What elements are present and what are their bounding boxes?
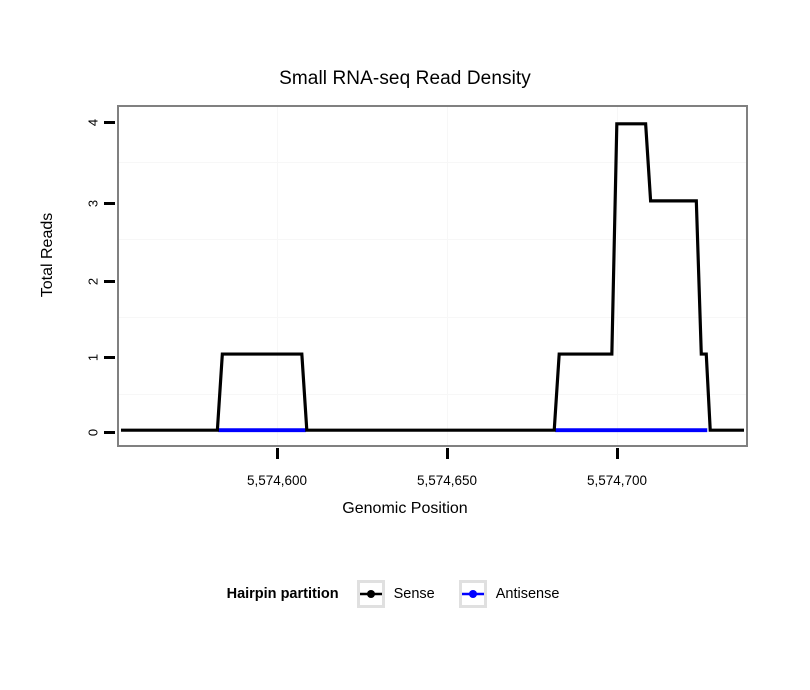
gridline-x-5574700	[617, 107, 618, 445]
gridline-y-3.5	[119, 162, 746, 163]
chart-title: Small RNA-seq Read Density	[279, 68, 531, 89]
y-tick-mark-2	[104, 280, 115, 283]
legend-key-antisense	[458, 580, 487, 608]
gridline-y-1.5	[119, 317, 746, 318]
x-tick-mark-5574700	[616, 448, 619, 459]
series-layer	[120, 122, 745, 433]
y-tick-mark-3	[104, 202, 115, 205]
gridline-y-0.5	[119, 394, 746, 395]
legend-key-sense	[356, 580, 385, 608]
y-tick-label-3: 3	[85, 199, 101, 208]
y-tick-mark-1	[104, 356, 115, 359]
y-axis-title: Total Reads	[39, 212, 56, 298]
legend-label-antisense: Antisense	[495, 586, 560, 602]
legend-item-sense[interactable]: Sense	[356, 580, 445, 608]
chart-legend: Hairpin partition Sense Antisense	[0, 580, 810, 608]
x-tick-label-5574650: 5,574,650	[416, 473, 478, 488]
gridline-x-5574600	[277, 107, 278, 445]
x-tick-label-5574600: 5,574,600	[246, 473, 308, 488]
gridline-y-2.5	[119, 239, 746, 240]
y-tick-mark-4	[104, 121, 115, 124]
plot-panel	[117, 105, 748, 447]
x-tick-mark-5574650	[446, 448, 449, 459]
x-axis-title: Genomic Position	[342, 500, 468, 517]
y-tick-label-1: 1	[85, 353, 101, 362]
line-point-icon	[359, 590, 382, 598]
legend-label-sense: Sense	[393, 586, 435, 602]
legend-item-antisense[interactable]: Antisense	[458, 580, 570, 608]
plot-area	[119, 107, 746, 445]
legend-title: Hairpin partition	[226, 586, 339, 602]
x-tick-mark-5574600	[276, 448, 279, 459]
y-tick-mark-0	[104, 431, 115, 434]
y-tick-label-2: 2	[85, 277, 101, 286]
y-tick-label-4: 4	[85, 118, 101, 127]
line-point-icon	[461, 590, 484, 598]
y-tick-label-0: 0	[85, 428, 101, 437]
x-tick-label-5574700: 5,574,700	[586, 473, 648, 488]
sense-density-path	[120, 122, 745, 432]
gridline-x-5574650	[447, 107, 448, 445]
series-sense	[120, 122, 745, 432]
